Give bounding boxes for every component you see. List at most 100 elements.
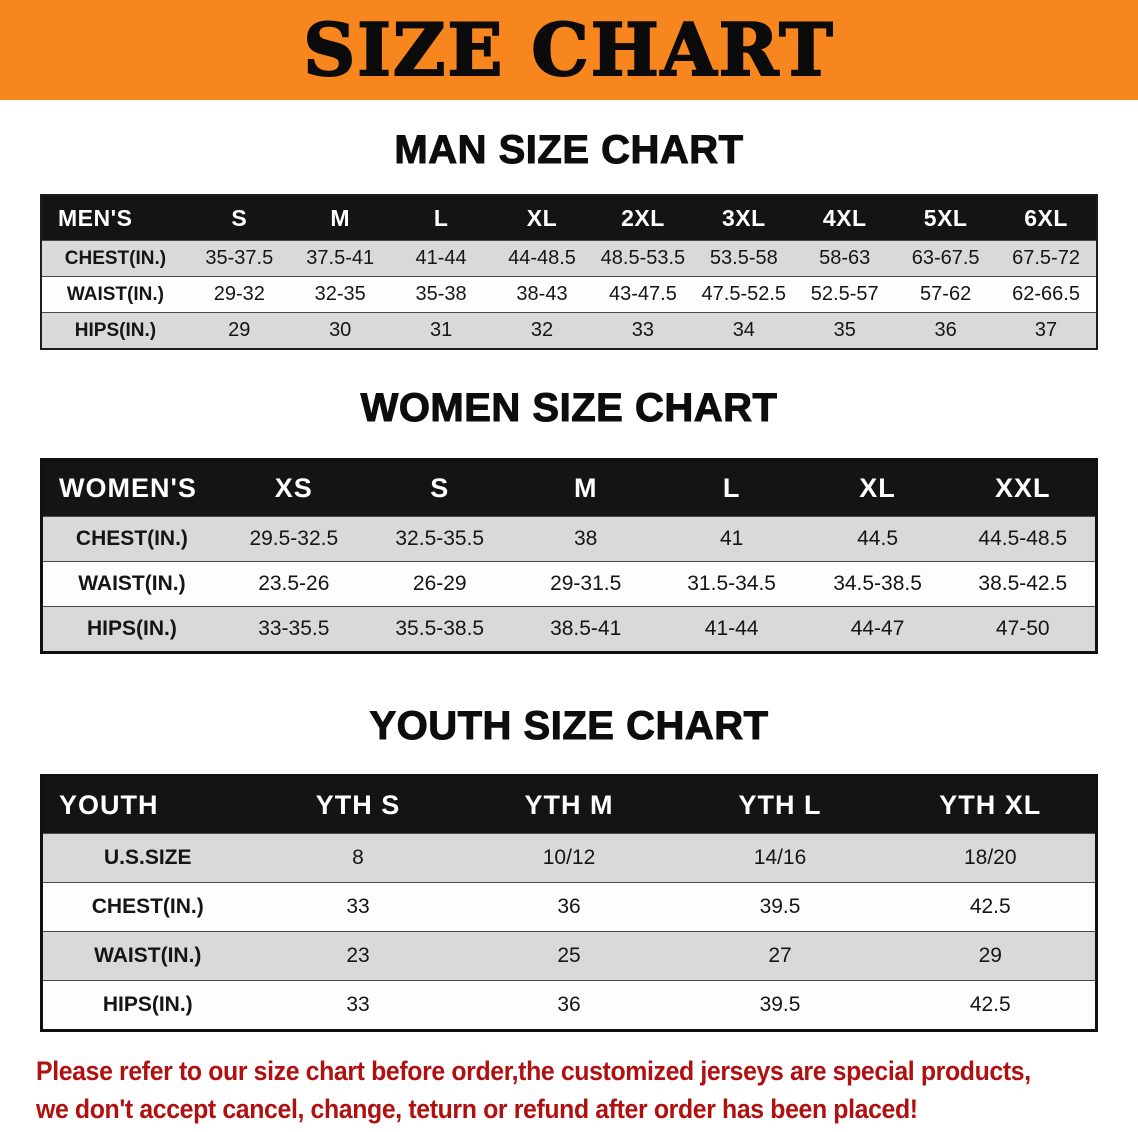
women-row-label: CHEST(IN.) (41, 516, 221, 562)
women-size-value: 29-31.5 (512, 561, 659, 607)
men-size-value: 58-63 (794, 240, 896, 277)
disclaimer-line-2: we don't accept cancel, change, teturn o… (36, 1094, 918, 1124)
men-size-value: 57-62 (895, 276, 997, 313)
men-size-value: 33 (592, 312, 694, 349)
women-size-value: 38.5-41 (512, 606, 659, 653)
women-size-value: 38 (512, 516, 659, 562)
youth-row-label: HIPS(IN.) (41, 980, 253, 1031)
men-size-table: MEN'S S M L XL 2XL 3XL 4XL 5XL 6XL CHEST(IN.) 35-37… (40, 194, 1098, 350)
youth-size-value: 33 (252, 980, 464, 1031)
youth-size-column-header: YTH S (252, 775, 464, 834)
men-size-value: 62-66.5 (996, 276, 1097, 313)
men-size-value: 43-47.5 (592, 276, 694, 313)
men-size-value: 38-43 (491, 276, 593, 313)
youth-measurement-row: HIPS(IN.) 33 36 39.5 42.5 (41, 980, 1097, 1031)
youth-size-column-header: YTH XL (885, 775, 1097, 834)
men-size-value: 52.5-57 (794, 276, 896, 313)
youth-size-value: 39.5 (674, 882, 886, 932)
men-size-column-header: 6XL (996, 195, 1097, 241)
youth-row-label: U.S.SIZE (41, 833, 253, 883)
women-table-title: WOMEN'S (41, 459, 221, 517)
men-size-value: 53.5-58 (693, 240, 795, 277)
men-row-label: WAIST(IN.) (41, 276, 189, 313)
youth-size-value: 42.5 (885, 980, 1097, 1031)
women-size-value: 44.5-48.5 (950, 516, 1097, 562)
men-size-value: 48.5-53.5 (592, 240, 694, 277)
women-size-column-header: L (658, 459, 805, 517)
men-size-value: 35-38 (390, 276, 492, 313)
women-size-column-header: XS (220, 459, 367, 517)
men-size-value: 36 (895, 312, 997, 349)
youth-size-value: 25 (463, 931, 675, 981)
women-size-table: WOMEN'S XS S M L XL XXL CHEST(IN.) 29.5-32.5 32.5… (40, 458, 1098, 654)
men-size-value: 32-35 (289, 276, 391, 313)
youth-size-column-header: YTH L (674, 775, 886, 834)
women-size-value: 47-50 (950, 606, 1097, 653)
men-size-value: 37.5-41 (289, 240, 391, 277)
women-measurement-row: HIPS(IN.) 33-35.5 35.5-38.5 38.5-41 41-44 44-… (41, 606, 1097, 653)
men-size-value: 34 (693, 312, 795, 349)
youth-size-value: 10/12 (463, 833, 675, 883)
women-measurement-row: WAIST(IN.) 23.5-26 26-29 29-31.5 31.5-34.5 34… (41, 561, 1097, 607)
men-size-column-header: S (188, 195, 290, 241)
men-size-value: 67.5-72 (996, 240, 1097, 277)
men-size-column-header: XL (491, 195, 593, 241)
youth-row-label: CHEST(IN.) (41, 882, 253, 932)
men-size-value: 29 (188, 312, 290, 349)
youth-size-value: 36 (463, 882, 675, 932)
men-row-label: HIPS(IN.) (41, 312, 189, 349)
disclaimer: Please refer to our size chart before or… (0, 1052, 1138, 1128)
youth-size-value: 39.5 (674, 980, 886, 1031)
youth-size-column-header: YTH M (463, 775, 675, 834)
women-row-label: HIPS(IN.) (41, 606, 221, 653)
youth-size-value: 27 (674, 931, 886, 981)
women-size-value: 35.5-38.5 (366, 606, 513, 653)
men-row-label: CHEST(IN.) (41, 240, 189, 277)
men-size-value: 31 (390, 312, 492, 349)
women-size-value: 32.5-35.5 (366, 516, 513, 562)
youth-header-row: YOUTH YTH S YTH M YTH L YTH XL (41, 775, 1097, 834)
men-size-section: MAN SIZE CHART MEN'S S M L XL 2XL 3XL 4XL 5XL 6XL C… (0, 128, 1138, 350)
youth-row-label: WAIST(IN.) (41, 931, 253, 981)
men-size-value: 41-44 (390, 240, 492, 277)
men-size-column-header: 3XL (693, 195, 795, 241)
women-section-heading: WOMEN SIZE CHART (360, 386, 778, 431)
men-size-column-header: 5XL (895, 195, 997, 241)
youth-size-value: 33 (252, 882, 464, 932)
women-size-value: 34.5-38.5 (804, 561, 951, 607)
men-section-heading: MAN SIZE CHART (394, 128, 744, 173)
men-size-column-header: M (289, 195, 391, 241)
women-size-value: 23.5-26 (220, 561, 367, 607)
youth-measurement-row: WAIST(IN.) 23 25 27 29 (41, 931, 1097, 981)
women-size-section: WOMEN SIZE CHART WOMEN'S XS S M L XL XXL CHEST(I… (0, 386, 1138, 654)
youth-size-value: 14/16 (674, 833, 886, 883)
youth-measurement-row: CHEST(IN.) 33 36 39.5 42.5 (41, 882, 1097, 932)
men-header-row: MEN'S S M L XL 2XL 3XL 4XL 5XL 6XL (41, 195, 1097, 241)
men-size-value: 30 (289, 312, 391, 349)
women-header-row: WOMEN'S XS S M L XL XXL (41, 459, 1097, 517)
youth-size-table: YOUTH YTH S YTH M YTH L YTH XL U.S.SIZE 8 10/12… (40, 774, 1098, 1032)
women-size-value: 26-29 (366, 561, 513, 607)
men-size-value: 44-48.5 (491, 240, 593, 277)
men-table-title: MEN'S (41, 195, 189, 241)
youth-size-value: 36 (463, 980, 675, 1031)
women-size-value: 44.5 (804, 516, 951, 562)
women-size-value: 41 (658, 516, 805, 562)
men-measurement-row: CHEST(IN.) 35-37.5 37.5-41 41-44 44-48.5 48.5… (41, 240, 1097, 277)
youth-size-value: 42.5 (885, 882, 1097, 932)
men-size-value: 35 (794, 312, 896, 349)
youth-size-section: YOUTH SIZE CHART YOUTH YTH S YTH M YTH L YTH … (0, 704, 1138, 1032)
men-size-value: 63-67.5 (895, 240, 997, 277)
men-size-value: 35-37.5 (188, 240, 290, 277)
men-measurement-row: WAIST(IN.) 29-32 32-35 35-38 38-43 43-47.5 47.… (41, 276, 1097, 313)
youth-size-value: 18/20 (885, 833, 1097, 883)
men-size-column-header: L (390, 195, 492, 241)
women-size-column-header: XXL (950, 459, 1097, 517)
youth-measurement-row: U.S.SIZE 8 10/12 14/16 18/20 (41, 833, 1097, 883)
women-size-value: 29.5-32.5 (220, 516, 367, 562)
women-size-column-header: XL (804, 459, 951, 517)
women-size-value: 33-35.5 (220, 606, 367, 653)
page-title: SIZE CHART (302, 6, 835, 93)
men-size-value: 29-32 (188, 276, 290, 313)
women-size-value: 31.5-34.5 (658, 561, 805, 607)
